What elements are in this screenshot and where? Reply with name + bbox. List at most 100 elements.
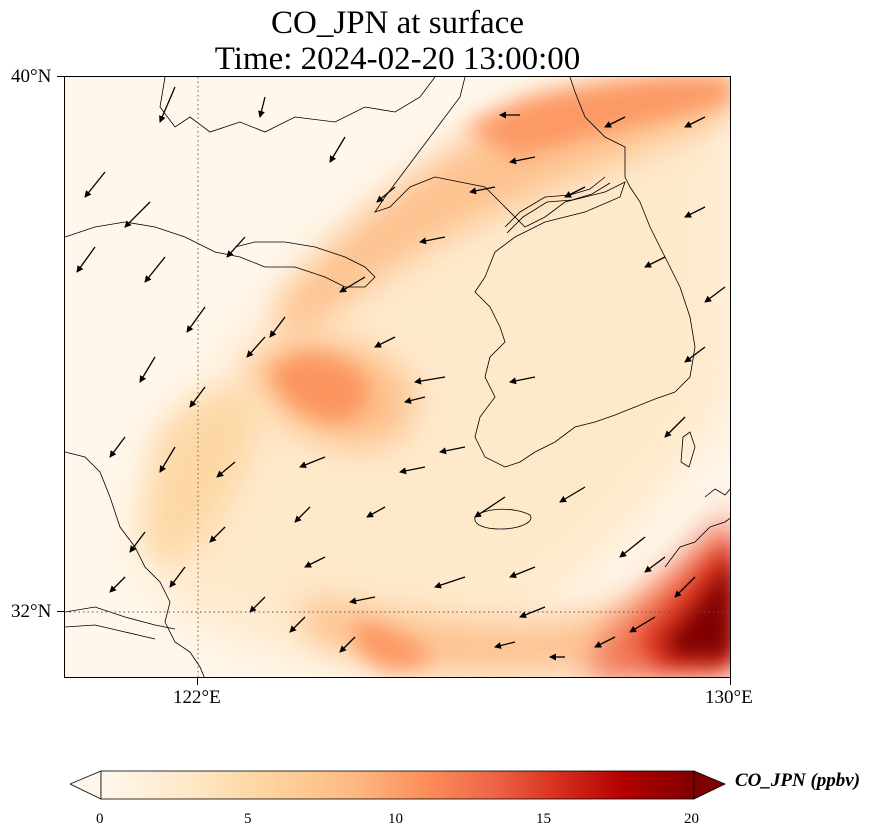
wind-arrow bbox=[169, 566, 186, 588]
wind-arrow bbox=[144, 256, 166, 283]
shandong-coast bbox=[65, 221, 376, 288]
wind-arrow bbox=[494, 641, 516, 649]
wind-arrow bbox=[329, 136, 346, 163]
wind-arrow bbox=[564, 186, 586, 198]
china-east-coast bbox=[65, 451, 205, 677]
wind-arrow bbox=[674, 576, 696, 598]
wind-arrow bbox=[249, 596, 266, 613]
colorbar-tick-10: 10 bbox=[388, 811, 403, 827]
tickmark-32N bbox=[57, 611, 64, 612]
wind-arrow bbox=[684, 206, 706, 218]
wind-arrow bbox=[209, 526, 226, 543]
wind-arrow bbox=[559, 486, 586, 503]
wind-arrow bbox=[419, 236, 446, 245]
wind-arrow bbox=[434, 576, 466, 589]
coastlines bbox=[65, 77, 730, 677]
tickmark-40N bbox=[57, 76, 64, 77]
wind-arrow bbox=[376, 186, 396, 203]
wind-arrow bbox=[84, 171, 106, 198]
wind-arrow bbox=[339, 636, 356, 653]
colorbar-tick-20: 20 bbox=[684, 811, 699, 827]
lat-label-32N: 32°N bbox=[11, 601, 52, 622]
wind-arrow bbox=[509, 566, 536, 579]
wind-arrow bbox=[684, 116, 706, 128]
wind-arrow bbox=[289, 616, 306, 633]
wind-arrow bbox=[519, 606, 546, 619]
plume-northern-band bbox=[275, 77, 730, 347]
korea-border-lines bbox=[504, 176, 611, 234]
colorbar-tick-5: 5 bbox=[244, 811, 252, 827]
colorbar-tick-15: 15 bbox=[536, 811, 551, 827]
wind-arrow bbox=[604, 116, 626, 128]
wind-arrow bbox=[159, 446, 176, 473]
wind-arrow bbox=[366, 506, 386, 518]
colorbar-title: CO_JPN (ppbv) bbox=[735, 770, 861, 791]
map-time-subtitle: Time: 2024-02-20 13:00:00 bbox=[214, 41, 581, 77]
korea-south-coast bbox=[534, 391, 676, 453]
plume-central-core bbox=[270, 353, 369, 422]
wind-arrow bbox=[339, 276, 366, 293]
wind-arrow bbox=[629, 616, 656, 633]
wind-arrow bbox=[439, 446, 466, 455]
wind-arrow bbox=[109, 436, 126, 458]
wind-arrow bbox=[619, 536, 646, 558]
wind-arrow bbox=[644, 256, 666, 268]
lon-label-130E: 130°E bbox=[705, 687, 753, 708]
colorbar-gradient bbox=[100, 770, 695, 800]
wind-arrow bbox=[399, 466, 426, 475]
wind-arrow bbox=[269, 316, 286, 338]
wind-arrow bbox=[304, 556, 326, 568]
wind-arrow bbox=[246, 336, 266, 358]
korea-west-coast bbox=[474, 181, 626, 468]
tsushima-island bbox=[680, 431, 696, 468]
wind-arrow bbox=[294, 506, 311, 523]
wind-arrow bbox=[258, 96, 266, 118]
plume-southern-core bbox=[354, 622, 435, 672]
korea-east-coast bbox=[569, 77, 696, 393]
jeju-island bbox=[474, 508, 532, 530]
wind-arrow bbox=[76, 246, 96, 273]
wind-arrow bbox=[474, 496, 506, 518]
lat-label-40N: 40°N bbox=[11, 66, 52, 87]
colorbar-min-extension bbox=[70, 770, 102, 800]
wind-arrow bbox=[594, 636, 616, 648]
plume-northern-core bbox=[465, 77, 730, 157]
wind-arrow bbox=[109, 576, 126, 593]
wind-arrow bbox=[664, 416, 686, 438]
map-title: CO_JPN at surface bbox=[271, 5, 524, 41]
wind-arrow bbox=[509, 156, 536, 165]
liaodong-coast bbox=[374, 77, 606, 228]
plume-wash bbox=[145, 97, 730, 662]
kyushu-coast bbox=[664, 488, 730, 568]
wind-arrow bbox=[404, 396, 426, 404]
wind-arrow bbox=[129, 531, 146, 553]
wind-arrow bbox=[684, 346, 706, 363]
wind-arrow bbox=[644, 556, 666, 573]
wind-arrow bbox=[704, 286, 726, 303]
gridlines bbox=[65, 77, 730, 677]
wind-vectors bbox=[76, 86, 726, 661]
plume-western-arm bbox=[143, 389, 257, 562]
wind-arrow bbox=[159, 86, 176, 123]
tickmark-122E bbox=[197, 678, 198, 685]
map-canvas bbox=[65, 77, 730, 677]
tickmark-130E bbox=[730, 678, 731, 685]
colorbar-tick-0: 0 bbox=[96, 811, 104, 827]
wind-arrow bbox=[509, 376, 536, 385]
wind-arrow bbox=[189, 386, 206, 408]
wind-arrow bbox=[226, 236, 246, 258]
colorbar bbox=[70, 770, 726, 800]
yangtze-estuary bbox=[65, 606, 176, 640]
map-panel bbox=[64, 76, 731, 678]
plume-southeast-max bbox=[665, 559, 730, 657]
wind-arrow bbox=[414, 376, 446, 385]
concentration-field bbox=[143, 77, 730, 677]
colorbar-max-extension bbox=[693, 770, 726, 800]
china-bohai-coast bbox=[159, 77, 436, 133]
wind-arrow bbox=[374, 336, 396, 348]
lon-label-122E: 122°E bbox=[173, 687, 221, 708]
wind-arrow bbox=[349, 596, 376, 605]
wind-arrow bbox=[139, 356, 156, 383]
wind-arrow bbox=[186, 306, 206, 333]
wind-arrow bbox=[469, 186, 496, 195]
